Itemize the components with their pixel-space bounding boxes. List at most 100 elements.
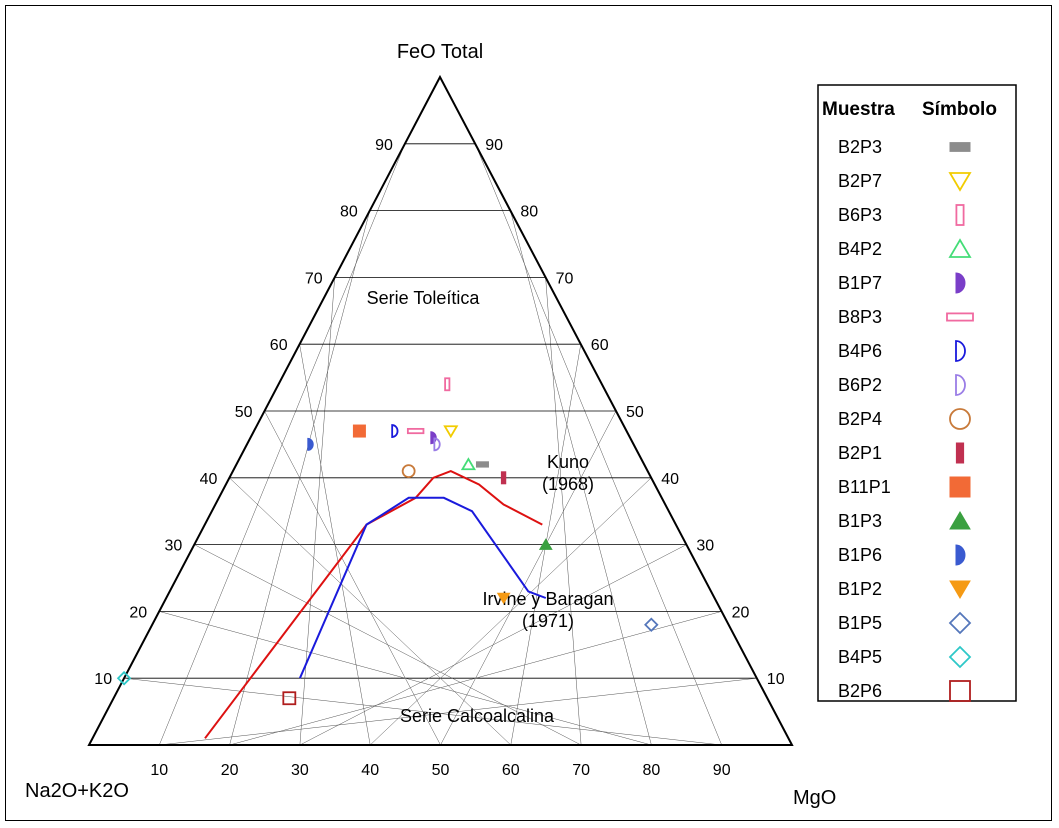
- apex-label-mgo: MgO: [793, 787, 836, 809]
- grid-line-alk: [229, 611, 722, 746]
- legend-label-b1p7: B1P7: [838, 273, 882, 293]
- tick-label-bottom: 90: [713, 762, 731, 779]
- marker-shape: [948, 238, 972, 258]
- marker-shape: [955, 374, 966, 396]
- data-point-b2p7: [443, 425, 459, 439]
- marker-shape: [307, 437, 314, 451]
- grid-line-mgo: [124, 677, 722, 746]
- tick-label-right: 90: [485, 137, 503, 154]
- legend-symbol-b4p2: [948, 238, 972, 258]
- tick-label-bottom: 60: [502, 762, 520, 779]
- grid-line-mgo: [194, 544, 582, 746]
- data-point-b6p2: [433, 437, 441, 452]
- marker-shape: [955, 340, 966, 362]
- data-point-b1p5: [644, 617, 659, 633]
- legend-symbol-b1p7: [955, 272, 966, 294]
- tick-label-bottom: 10: [150, 762, 168, 779]
- tick-label-left: 50: [235, 404, 253, 421]
- marker-shape: [433, 437, 441, 452]
- apex-label-feo: FeO Total: [397, 41, 483, 63]
- grid-line-alk: [440, 410, 617, 746]
- tick-label-right: 10: [767, 671, 785, 688]
- data-point-b2p3: [475, 461, 489, 468]
- marker-shape: [401, 464, 416, 479]
- marker-shape: [443, 425, 459, 439]
- legend-symbol-b4p5: [948, 645, 972, 669]
- tick-label-right: 80: [520, 204, 538, 221]
- marker-shape: [948, 172, 972, 192]
- data-point-b2p4: [401, 464, 416, 479]
- tick-label-bottom: 80: [643, 762, 661, 779]
- marker-shape: [949, 476, 971, 498]
- tick-label-left: 60: [270, 337, 288, 354]
- tick-label-left: 20: [129, 604, 147, 621]
- tick-label-left: 30: [165, 538, 183, 555]
- marker-shape: [496, 592, 511, 605]
- triangle-outline: [87, 74, 794, 746]
- tick-label-left: 40: [200, 471, 218, 488]
- data-point-b1p6: [307, 437, 314, 451]
- legend-symbol-b1p3: [949, 511, 971, 530]
- data-point-b1p2: [496, 592, 511, 605]
- marker-shape: [955, 544, 966, 566]
- legend-label-b4p2: B4P2: [838, 239, 882, 259]
- legend-symbol-b2p1: [955, 442, 965, 464]
- marker-shape: [644, 617, 659, 633]
- data-point-b6p3: [444, 377, 451, 392]
- data-point-b4p5: [116, 670, 132, 686]
- tick-label-left: 90: [375, 137, 393, 154]
- marker-shape: [949, 408, 971, 430]
- legend-label-b1p3: B1P3: [838, 511, 882, 531]
- marker-shape: [955, 272, 966, 294]
- chart-frame: [5, 5, 1052, 821]
- legend-symbol-b2p3: [949, 142, 971, 152]
- tick-label-left: 10: [94, 671, 112, 688]
- marker-shape: [500, 471, 507, 485]
- tick-label-right: 40: [661, 471, 679, 488]
- legend-label-b2p7: B2P7: [838, 171, 882, 191]
- legend-label-b1p6: B1P6: [838, 545, 882, 565]
- marker-shape: [282, 691, 297, 706]
- legend-label-b1p5: B1P5: [838, 613, 882, 633]
- tick-label-right: 20: [732, 604, 750, 621]
- legend-label-b4p6: B4P6: [838, 341, 882, 361]
- data-point-b1p3: [538, 538, 553, 550]
- tick-label-left: 80: [340, 204, 358, 221]
- marker-shape: [406, 427, 425, 435]
- legend-label-b8p3: B8P3: [838, 307, 882, 327]
- marker-shape: [948, 611, 972, 635]
- grid-line-alk: [299, 544, 687, 746]
- legend-label-b2p3: B2P3: [838, 137, 882, 157]
- legend-symbol-b8p3: [946, 312, 974, 322]
- marker-shape: [116, 670, 132, 686]
- tick-label-left: 70: [305, 270, 323, 287]
- legend-symbol-b6p3: [955, 204, 965, 226]
- legend-symbol-b1p2: [949, 580, 971, 599]
- marker-shape: [955, 442, 965, 464]
- tick-label-right: 60: [591, 337, 609, 354]
- legend-symbol-b11p1: [949, 476, 971, 498]
- legend-box: [817, 84, 1017, 702]
- legend-symbol-b2p4: [949, 408, 971, 430]
- marker-shape: [949, 680, 971, 702]
- annotation-irvine-name: Irvine y Baragan: [482, 589, 613, 609]
- legend-symbol-b2p6: [949, 680, 971, 702]
- annotation-calcalkaline: Serie Calcoalcalina: [400, 706, 555, 726]
- annotation-irvine-year: (1971): [522, 611, 574, 631]
- apex-label-alkali: Na2O+K2O: [25, 780, 129, 802]
- tick-label-bottom: 30: [291, 762, 309, 779]
- marker-shape: [949, 142, 971, 152]
- marker-shape: [444, 377, 451, 392]
- legend-label-b1p2: B1P2: [838, 579, 882, 599]
- legend-label-b2p6: B2P6: [838, 681, 882, 701]
- data-point-b4p2: [460, 457, 476, 471]
- legend-symbol-b2p7: [948, 172, 972, 192]
- data-point-b4p6: [391, 424, 399, 438]
- marker-shape: [460, 457, 476, 471]
- legend-label-b6p2: B6P2: [838, 375, 882, 395]
- marker-shape: [946, 312, 974, 322]
- grid-line-alk: [370, 477, 652, 746]
- legend-symbol-b4p6: [955, 340, 966, 362]
- marker-shape: [955, 204, 965, 226]
